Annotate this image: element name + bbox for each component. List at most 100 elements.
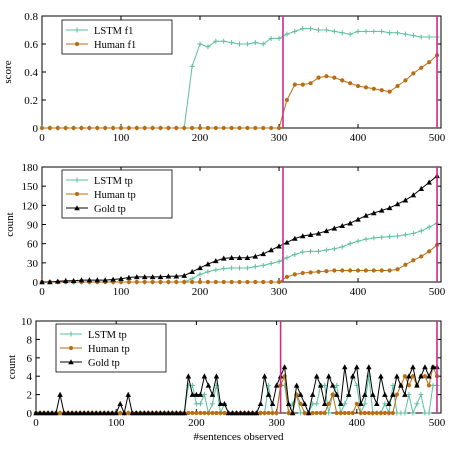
data-point — [309, 391, 316, 397]
data-point — [331, 28, 337, 34]
data-point — [363, 212, 369, 218]
data-point — [411, 71, 416, 76]
data-point — [345, 391, 352, 397]
data-point — [237, 265, 243, 271]
data-point — [133, 410, 140, 416]
data-point — [174, 125, 179, 131]
data-point — [41, 410, 47, 416]
data-point — [113, 410, 119, 416]
data-point — [427, 60, 432, 65]
data-point — [355, 83, 361, 89]
data-point — [93, 410, 99, 416]
legend-label: Gold tp — [94, 204, 126, 215]
data-point — [194, 410, 199, 416]
data-point — [363, 268, 369, 273]
data-point — [410, 364, 416, 370]
y-tick-label: 8 — [27, 334, 33, 346]
y-axis-title: score — [2, 60, 14, 83]
data-point — [182, 125, 187, 131]
data-point — [348, 268, 353, 273]
data-point — [354, 401, 359, 406]
data-point — [126, 279, 132, 285]
data-point — [390, 410, 395, 416]
data-point — [292, 272, 297, 277]
data-point — [214, 410, 219, 416]
data-point — [244, 41, 250, 47]
x-tick-label: 300 — [271, 132, 288, 144]
data-point — [402, 374, 408, 379]
data-point — [394, 392, 399, 397]
data-point — [410, 192, 417, 198]
data-point — [237, 279, 242, 285]
data-point — [382, 401, 388, 407]
data-point — [402, 232, 408, 238]
data-point — [221, 279, 226, 285]
series-2 — [39, 242, 440, 285]
data-point — [403, 262, 408, 267]
data-point — [189, 63, 195, 69]
data-point — [276, 279, 282, 285]
data-point — [245, 410, 252, 416]
data-point — [165, 410, 172, 416]
data-point — [266, 410, 271, 416]
data-point — [323, 27, 329, 33]
data-point — [205, 261, 211, 267]
data-point — [370, 410, 375, 416]
data-point — [126, 410, 131, 416]
data-point — [205, 269, 211, 275]
data-point — [426, 373, 432, 379]
x-tick-label: 400 — [350, 132, 367, 144]
x-tick-label: 0 — [39, 132, 45, 144]
data-point — [366, 364, 372, 370]
x-tick-label: 100 — [113, 286, 130, 298]
x-tick-label: 100 — [108, 417, 125, 429]
data-point — [221, 38, 227, 44]
data-point — [339, 244, 345, 250]
data-point — [47, 125, 53, 131]
data-point — [117, 401, 124, 407]
data-point — [418, 373, 424, 379]
data-point — [299, 233, 306, 239]
data-point — [261, 125, 266, 131]
data-point — [134, 274, 140, 280]
data-point — [49, 410, 55, 416]
data-point — [348, 81, 353, 86]
data-point — [406, 392, 412, 398]
data-point — [308, 26, 314, 32]
data-point — [197, 271, 203, 277]
data-point — [47, 279, 53, 285]
data-point — [379, 88, 384, 93]
legend-box — [61, 19, 173, 55]
data-point — [221, 401, 228, 407]
data-point — [193, 391, 200, 397]
data-point — [342, 401, 348, 407]
data-point — [268, 247, 274, 253]
data-point — [85, 410, 91, 416]
data-point — [284, 31, 290, 37]
data-point — [322, 382, 328, 388]
data-point — [371, 86, 376, 91]
data-point — [273, 382, 280, 388]
data-point — [402, 410, 408, 416]
data-point — [110, 276, 116, 282]
data-point — [213, 38, 219, 44]
data-point — [402, 391, 408, 397]
data-point — [418, 185, 425, 191]
data-point — [261, 279, 266, 285]
data-point — [181, 272, 188, 278]
data-point — [371, 235, 377, 241]
data-point — [137, 410, 144, 416]
data-point — [145, 410, 152, 416]
data-point — [363, 236, 369, 242]
data-point — [402, 31, 408, 37]
data-point — [220, 255, 227, 261]
data-point — [260, 262, 266, 268]
data-point — [77, 410, 83, 416]
data-point — [276, 243, 282, 249]
data-point — [94, 277, 101, 283]
y-tick-label: 0.4 — [24, 67, 38, 79]
data-point — [308, 248, 314, 254]
x-axis-title: #sentences observed — [193, 431, 284, 443]
data-point — [342, 410, 347, 416]
